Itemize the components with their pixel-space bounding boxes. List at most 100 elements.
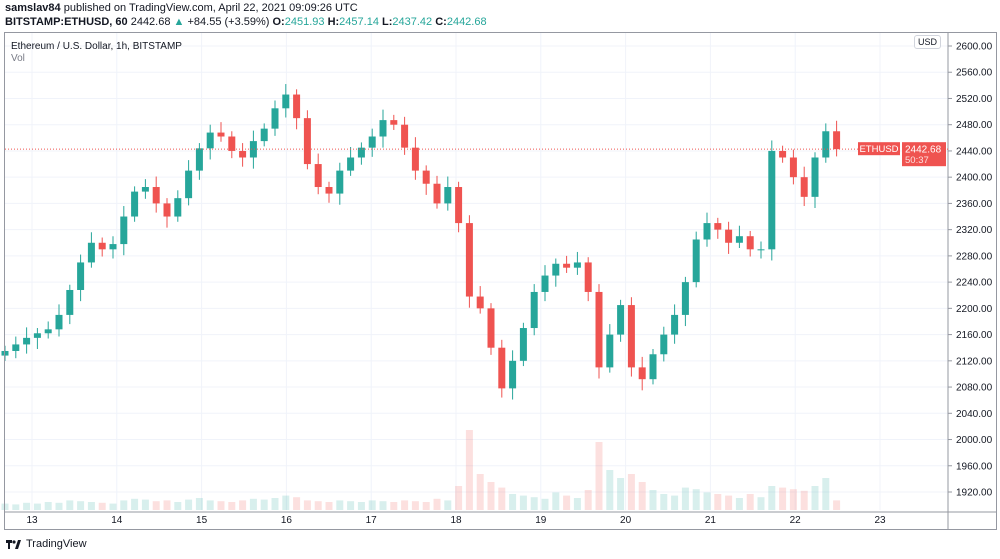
candle-body bbox=[185, 170, 193, 199]
volume-bar bbox=[217, 501, 225, 510]
candle-body bbox=[314, 164, 322, 188]
y-tick-label: 2320.00 bbox=[956, 225, 993, 236]
y-tick-label: 2040.00 bbox=[956, 409, 993, 420]
volume-bar bbox=[66, 500, 74, 510]
candle-body bbox=[249, 141, 257, 158]
candle-body bbox=[498, 347, 506, 389]
volume-bar bbox=[573, 498, 581, 510]
candle-body bbox=[1, 350, 9, 356]
candle-body bbox=[476, 296, 484, 309]
volume-bar bbox=[282, 495, 290, 510]
volume-bar bbox=[595, 442, 603, 510]
candle-body bbox=[98, 242, 106, 250]
candle-body bbox=[757, 249, 765, 251]
volume-bar bbox=[98, 502, 106, 510]
volume-bar bbox=[422, 502, 430, 510]
candle-body bbox=[228, 136, 236, 151]
volume-bar bbox=[735, 498, 743, 510]
volume-bar bbox=[714, 494, 722, 510]
change: +84.55 (+3.59%) bbox=[187, 16, 270, 28]
candle-body bbox=[12, 344, 20, 351]
candle-body bbox=[411, 147, 419, 171]
volume-bar bbox=[541, 498, 549, 510]
volume-bar bbox=[336, 500, 344, 510]
volume-legend: Vol bbox=[11, 53, 25, 64]
candle-body bbox=[703, 223, 711, 240]
volume-bar bbox=[617, 478, 625, 510]
volume-bar bbox=[141, 499, 149, 510]
candle-body bbox=[77, 262, 85, 290]
price-label-bg bbox=[902, 142, 946, 167]
y-tick-label: 2160.00 bbox=[956, 330, 993, 341]
candle-body bbox=[55, 314, 63, 330]
volume-bar bbox=[131, 498, 139, 510]
y-tick-label: 2200.00 bbox=[956, 304, 993, 315]
candle-body bbox=[131, 191, 139, 217]
volume-bar bbox=[800, 490, 808, 510]
candle-body bbox=[109, 244, 117, 250]
candle-body bbox=[390, 120, 398, 125]
volume-bar bbox=[757, 497, 765, 510]
candle-body bbox=[336, 170, 344, 194]
x-tick-label: 15 bbox=[196, 515, 208, 526]
candle-body bbox=[422, 170, 430, 184]
volume-bar bbox=[185, 499, 193, 510]
high-value: 2457.14 bbox=[339, 16, 379, 28]
volume-bar bbox=[411, 501, 419, 510]
candle-body bbox=[141, 187, 149, 192]
symbol-bar: BITSTAMP:ETHUSD, 60 2442.68 ▲ +84.55 (+3… bbox=[5, 16, 487, 28]
candle-body bbox=[368, 136, 376, 148]
candle-body bbox=[606, 334, 614, 368]
volume-bar bbox=[1, 503, 9, 510]
x-tick-label: 16 bbox=[281, 515, 293, 526]
countdown-label: 50:37 bbox=[905, 155, 929, 166]
candle-body bbox=[595, 291, 603, 368]
x-tick-label: 23 bbox=[874, 515, 886, 526]
candle-body bbox=[455, 187, 463, 224]
volume-bar bbox=[779, 487, 787, 510]
volume-bar bbox=[811, 486, 819, 510]
volume-bar bbox=[401, 500, 409, 510]
candle-body bbox=[552, 263, 560, 276]
y-tick-label: 2080.00 bbox=[956, 383, 993, 394]
volume-bar bbox=[476, 474, 484, 510]
y-tick-label: 1960.00 bbox=[956, 461, 993, 472]
candle-body bbox=[217, 132, 225, 137]
candle-body bbox=[325, 187, 333, 194]
y-tick-label: 2280.00 bbox=[956, 251, 993, 262]
volume-bar bbox=[725, 495, 733, 510]
volume-bar bbox=[293, 497, 301, 510]
candle-body bbox=[357, 147, 365, 158]
volume-bar bbox=[239, 500, 247, 510]
volume-bar bbox=[163, 500, 171, 510]
candle-body bbox=[833, 131, 841, 150]
volume-bar bbox=[12, 504, 20, 510]
currency-button[interactable]: USD bbox=[914, 35, 942, 49]
candle-body bbox=[174, 198, 182, 217]
candle-body bbox=[509, 360, 517, 389]
volume-bar bbox=[206, 500, 214, 510]
y-tick-label: 2360.00 bbox=[956, 199, 993, 210]
candle-body bbox=[638, 367, 646, 380]
volume-bar bbox=[368, 500, 376, 510]
candle-body bbox=[671, 314, 679, 335]
candle-body bbox=[433, 183, 441, 204]
candle-body bbox=[563, 263, 571, 268]
x-tick-label: 18 bbox=[450, 515, 462, 526]
candle-body bbox=[152, 187, 160, 204]
volume-bar bbox=[692, 489, 700, 510]
candle-body bbox=[401, 124, 409, 148]
low-label: L: bbox=[382, 16, 393, 28]
volume-bar bbox=[77, 501, 85, 510]
symbol: BITSTAMP:ETHUSD, 60 bbox=[5, 16, 128, 28]
volume-bar bbox=[487, 482, 495, 510]
volume-bar bbox=[789, 489, 797, 510]
volume-bar bbox=[109, 503, 117, 510]
author[interactable]: samslav84 bbox=[5, 2, 61, 14]
tradingview-brand[interactable]: TradingView bbox=[26, 538, 87, 550]
symbol-label-bg bbox=[858, 142, 900, 156]
volume-bar bbox=[444, 500, 452, 510]
chart-frame bbox=[4, 32, 997, 530]
price-label: 2442.68 bbox=[905, 145, 942, 156]
